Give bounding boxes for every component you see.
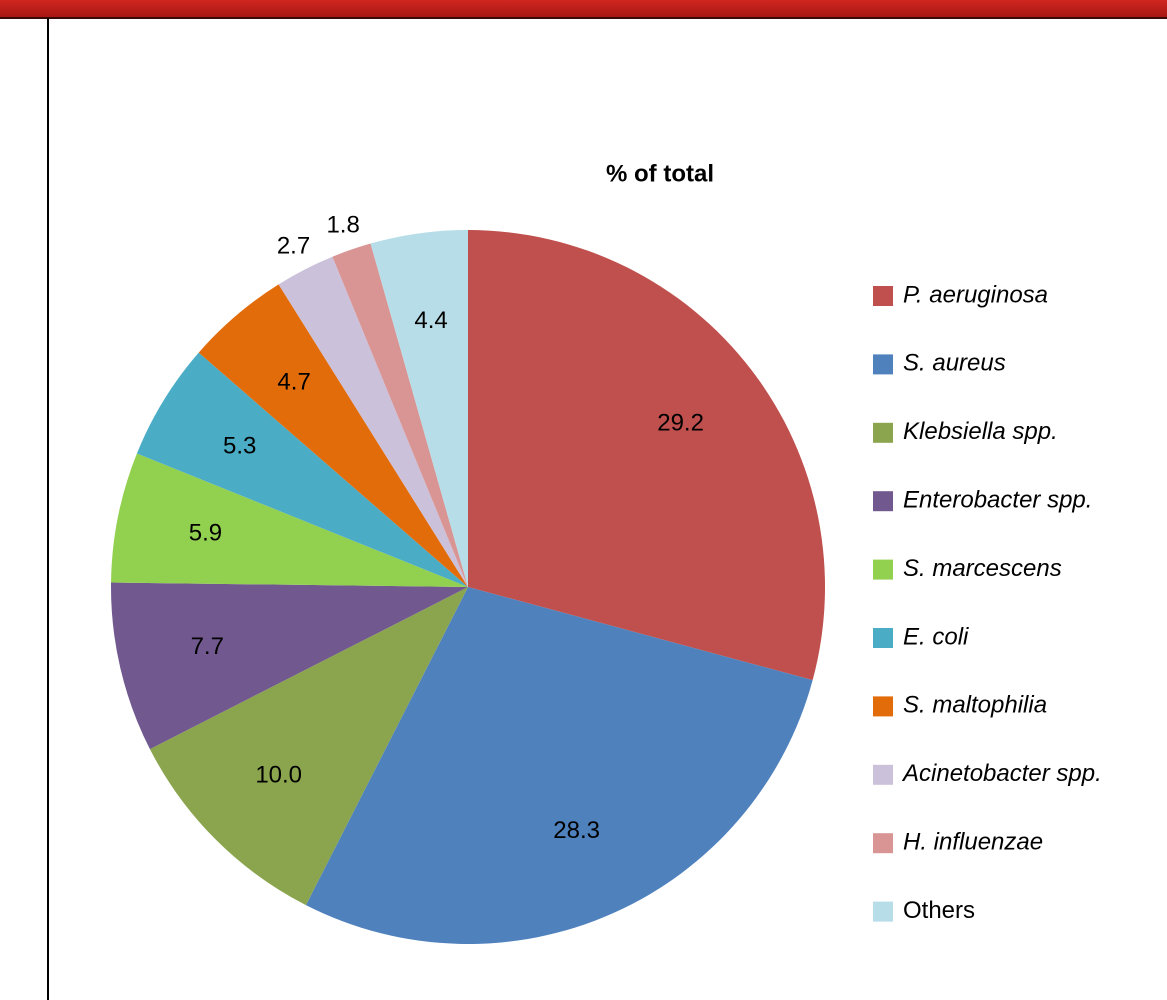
pie-slice: [111, 582, 468, 750]
pie-slice: [111, 453, 468, 587]
data-label: 1.8: [326, 211, 359, 238]
pie: [111, 230, 825, 944]
data-label: 4.7: [277, 369, 310, 396]
legend-swatch: [873, 354, 893, 375]
legend-swatch: [873, 559, 893, 580]
legend-swatch: [873, 833, 893, 854]
data-label: 4.4: [414, 307, 447, 334]
legend-swatch: [873, 764, 893, 785]
pie-slice: [278, 256, 468, 587]
data-label: 5.3: [223, 432, 256, 459]
pie-slice: [149, 587, 468, 906]
legend-text: Others: [903, 897, 975, 924]
data-label: 2.7: [277, 233, 310, 260]
legend-swatch: [873, 901, 893, 922]
legend: P. aeruginosa S. aureus Klebsiella spp. Ent…: [873, 281, 1102, 924]
legend-swatch: [873, 286, 893, 306]
data-label: 29.2: [657, 410, 704, 437]
header-band: [0, 0, 1167, 18]
data-label: 7.7: [191, 633, 224, 660]
pie-slice: [305, 587, 813, 944]
legend-text: Klebsiella spp.: [903, 418, 1058, 445]
pie-slice: [332, 243, 468, 587]
legend-swatch: [873, 696, 893, 717]
data-labels: 29.2 28.3 10.0 7.7 5.9 5.3 4.7 2.7 1.8 4.4: [189, 211, 704, 844]
legend-swatch: [873, 422, 893, 443]
legend-text: E. coli: [903, 623, 969, 650]
legend-text: P. aeruginosa: [903, 281, 1048, 308]
pie-slice: [136, 352, 468, 587]
legend-text: S. aureus: [903, 350, 1006, 377]
data-label: 28.3: [553, 817, 600, 844]
legend-text: H. influenzae: [903, 829, 1043, 856]
legend-swatch: [873, 491, 893, 512]
data-label: 10.0: [255, 762, 302, 789]
legend-swatch: [873, 628, 893, 648]
data-label: 5.9: [189, 520, 222, 547]
legend-text: Enterobacter spp.: [903, 487, 1092, 514]
pie-slice: [370, 230, 468, 587]
legend-text: S. maltophilia: [903, 692, 1047, 719]
pie-slice: [198, 284, 469, 587]
legend-text: S. marcescens: [903, 555, 1062, 582]
pie-slice: [468, 230, 825, 681]
legend-text: Acinetobacter spp.: [901, 760, 1102, 787]
chart-title: % of total: [606, 160, 714, 187]
